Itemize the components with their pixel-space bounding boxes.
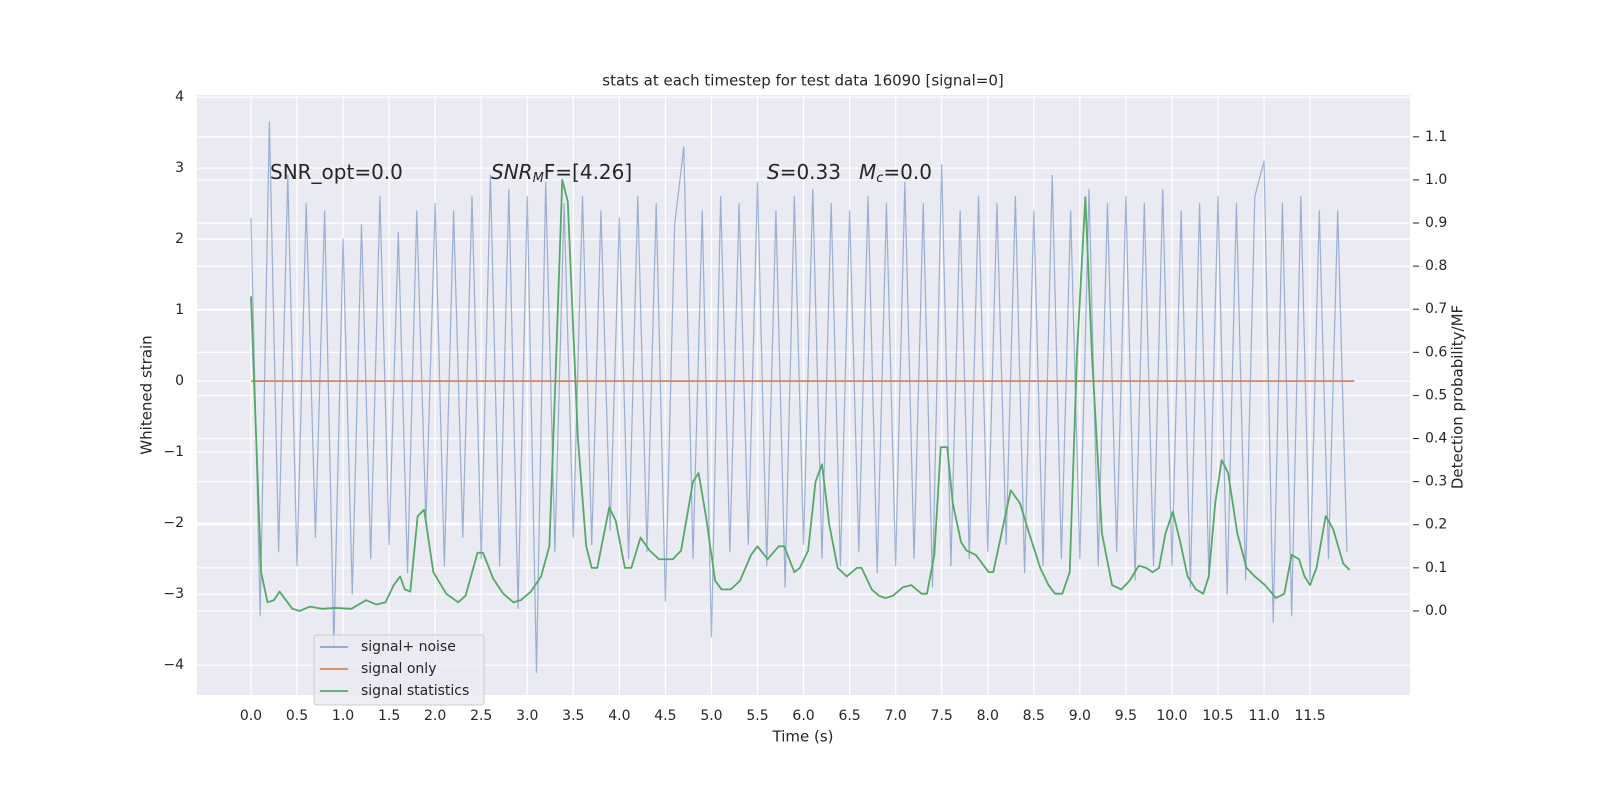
y2-tick-label: 0.9 [1425, 215, 1447, 231]
annotation-subscript: M [533, 171, 544, 186]
y-tick-label: 2 [175, 231, 184, 247]
x-tick-label: 11.0 [1248, 708, 1279, 724]
y-tick-label: 3 [175, 160, 184, 176]
y-tick-label: 4 [175, 89, 184, 105]
x-tick-label: 5.0 [700, 708, 722, 724]
x-tick-label: 3.5 [562, 708, 584, 724]
x-tick-label: 4.0 [608, 708, 630, 724]
x-tick-label: 1.0 [332, 708, 354, 724]
y2-tick-label: 0.0 [1425, 603, 1447, 619]
series-line [250, 179, 1351, 612]
annotation-subscript: c [876, 171, 883, 186]
x-tick-label: 0.0 [240, 708, 262, 724]
x-tick-label: 6.5 [838, 708, 860, 724]
legend-label: signal only [361, 661, 436, 677]
chart-title: stats at each timestep for test data 160… [602, 72, 1003, 90]
y-tick-label: −4 [163, 657, 184, 673]
x-tick-label: 6.0 [792, 708, 814, 724]
y-axis-label: Whitened strain [138, 335, 156, 454]
x-tick-label: 10.5 [1202, 708, 1233, 724]
y-tick-label: −3 [163, 586, 184, 602]
annotation-text: =0.33 [780, 160, 841, 184]
y2-tick-label: 1.0 [1425, 172, 1447, 188]
legend-label: signal statistics [361, 683, 469, 699]
y2-tick-label: 0.5 [1425, 387, 1447, 403]
y-tick-label: −2 [163, 515, 184, 531]
y2-tick-label: 0.4 [1425, 431, 1447, 447]
y2-tick-label: 0.2 [1425, 517, 1447, 533]
x-tick-label: 7.0 [885, 708, 907, 724]
annotation: SNRMF=[4.26] [491, 160, 632, 186]
y2-axis-label: Detection probability/MF [1449, 305, 1467, 489]
y-tick-label: 1 [175, 302, 184, 318]
annotation: SNR_opt=0.0 [270, 160, 403, 184]
annotation-text: M [859, 160, 876, 184]
x-tick-label: 4.5 [654, 708, 676, 724]
y2-tick-label: 0.8 [1425, 258, 1447, 274]
x-tick-label: 1.5 [378, 708, 400, 724]
annotation-text: S [767, 160, 780, 184]
x-tick-label: 2.0 [424, 708, 446, 724]
series-line [250, 121, 1348, 673]
marks [250, 121, 1355, 673]
annotation: S=0.33 [767, 160, 841, 184]
x-tick-label: 0.5 [286, 708, 308, 724]
x-tick-label: 7.5 [931, 708, 953, 724]
y2-tick-label: 1.1 [1425, 129, 1447, 145]
legend-box [313, 634, 485, 706]
y2-tick-label: 0.1 [1425, 560, 1447, 576]
x-tick-label: 10.0 [1156, 708, 1187, 724]
x-tick-label: 8.5 [1023, 708, 1045, 724]
x-tick-label: 8.0 [977, 708, 999, 724]
x-tick-label: 11.5 [1294, 708, 1325, 724]
x-tick-label: 3.0 [516, 708, 538, 724]
legend-label: signal+ noise [361, 639, 456, 655]
y-tick-label: −1 [163, 444, 184, 460]
annotation-text: =0.0 [883, 160, 932, 184]
y-tick-label: 0 [175, 373, 184, 389]
annotation-text: SNR [491, 160, 533, 184]
y2-tick-label: 0.3 [1425, 474, 1447, 490]
legend: signal+ noise signal only signal statistic… [313, 634, 485, 706]
annotation-text: SNR_opt=0.0 [270, 160, 403, 184]
x-tick-label: 5.5 [746, 708, 768, 724]
x-axis-label: Time (s) [772, 728, 834, 746]
y2-tick-label: 0.6 [1425, 344, 1447, 360]
x-tick-label: 2.5 [470, 708, 492, 724]
x-tick-label: 9.5 [1115, 708, 1137, 724]
annotation-text: F=[4.26] [544, 160, 632, 184]
annotation: Mc=0.0 [859, 160, 932, 186]
x-tick-label: 9.0 [1069, 708, 1091, 724]
y2-tick-label: 0.7 [1425, 301, 1447, 317]
